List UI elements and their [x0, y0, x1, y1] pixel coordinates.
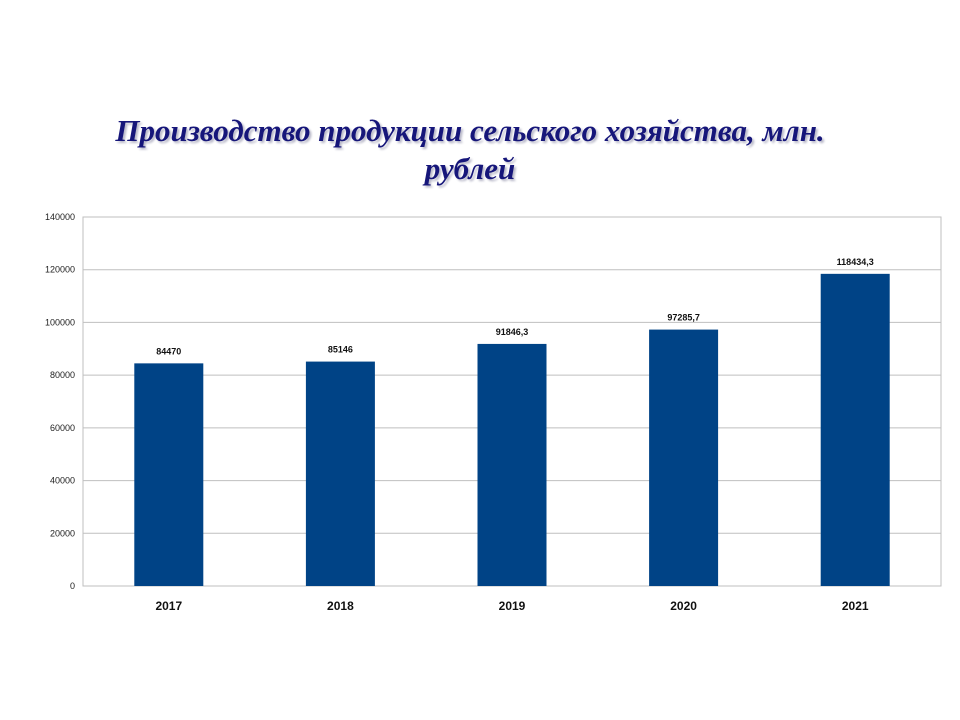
x-tick-label: 2021	[842, 599, 869, 613]
y-tick-label: 80000	[50, 370, 75, 380]
bar	[134, 363, 204, 586]
slide-title: Производство продукции сельского хозяйст…	[40, 112, 900, 188]
data-label: 97285,7	[667, 313, 700, 323]
bars	[134, 273, 890, 586]
bar	[820, 273, 890, 586]
y-tick-label: 20000	[50, 528, 75, 538]
data-label: 85146	[328, 345, 353, 355]
data-label: 118434,3	[837, 257, 874, 267]
y-axis-ticks: 0 20000 40000 60000 80000 100000 120000 140000	[45, 212, 75, 591]
y-tick-label: 40000	[50, 476, 75, 486]
y-tick-label: 0	[70, 581, 75, 591]
x-tick-label: 2017	[155, 599, 182, 613]
x-axis-ticks: 2017 2018 2019 2020 2021	[155, 599, 868, 613]
x-tick-label: 2019	[499, 599, 526, 613]
data-label: 84470	[156, 346, 181, 356]
x-tick-label: 2020	[670, 599, 697, 613]
title-line-1: Производство продукции сельского хозяйст…	[115, 113, 825, 148]
data-label: 91846,3	[496, 327, 529, 337]
bar	[305, 361, 375, 586]
title-line-2: рублей	[424, 151, 516, 186]
y-tick-label: 100000	[45, 317, 75, 327]
y-tick-label: 140000	[45, 212, 75, 222]
bar	[649, 329, 719, 586]
y-tick-label: 120000	[45, 265, 75, 275]
bar	[477, 343, 547, 586]
x-tick-label: 2018	[327, 599, 354, 613]
data-labels: 84470 85146 91846,3 97285,7 118434,3	[156, 257, 873, 357]
y-tick-label: 60000	[50, 423, 75, 433]
